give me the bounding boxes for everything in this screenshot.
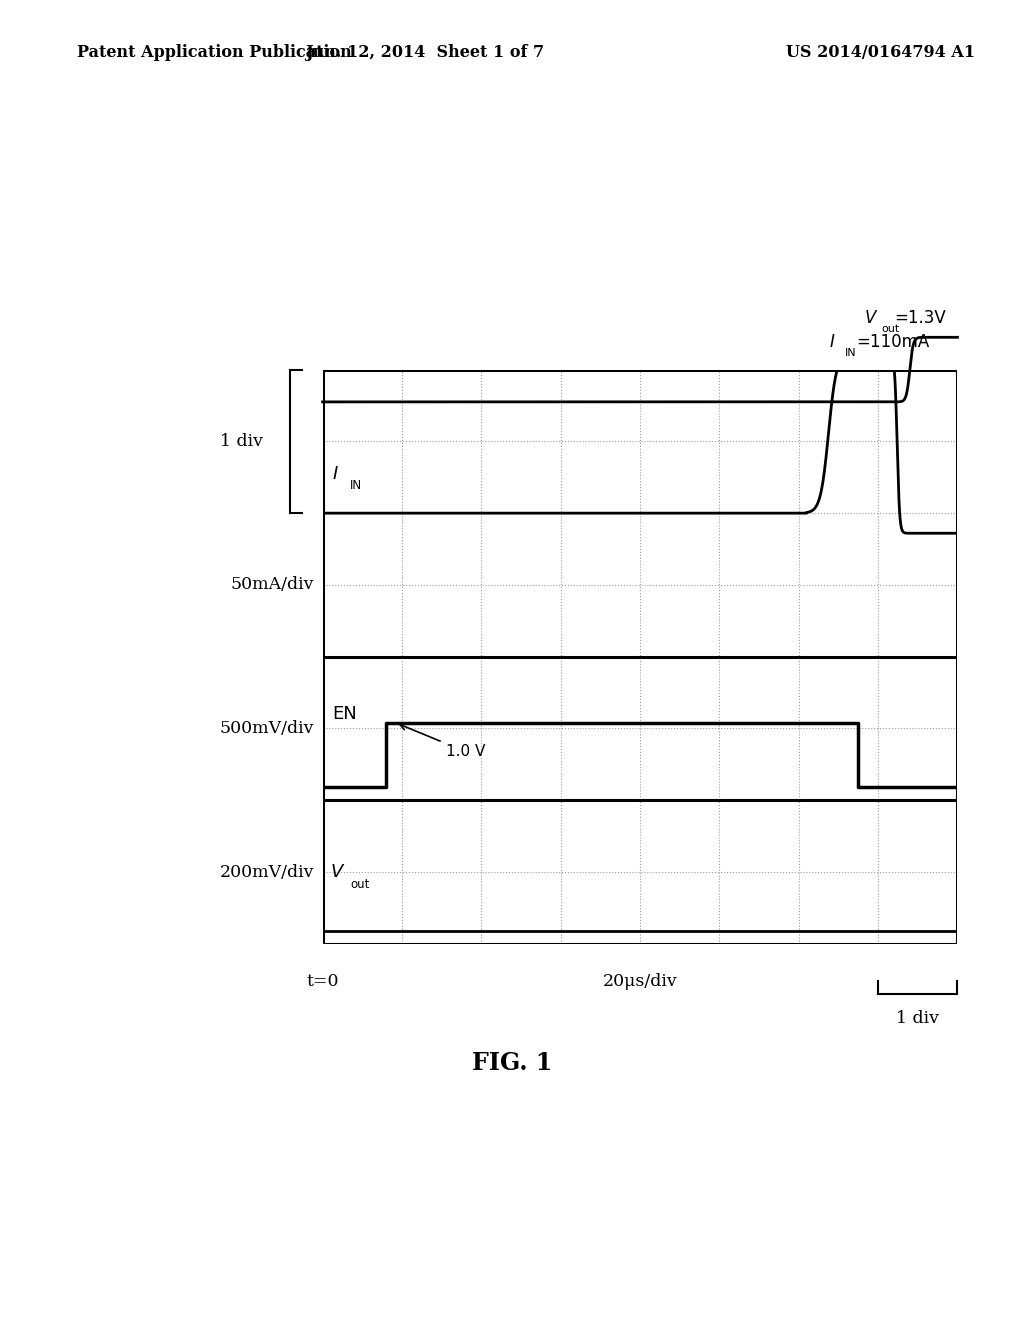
Text: IN: IN [350, 479, 362, 492]
Text: $I$: $I$ [332, 465, 339, 483]
Text: $I$: $I$ [828, 334, 836, 351]
Text: 1.0 V: 1.0 V [399, 723, 485, 759]
Text: =110mA: =110mA [856, 334, 929, 351]
Text: 1 div: 1 div [220, 433, 263, 450]
Text: out: out [350, 878, 370, 891]
Text: IN: IN [845, 348, 856, 358]
Text: Patent Application Publication: Patent Application Publication [77, 45, 351, 61]
Text: 200mV/div: 200mV/div [220, 863, 314, 880]
Text: $V$: $V$ [331, 863, 346, 880]
Text: Jun. 12, 2014  Sheet 1 of 7: Jun. 12, 2014 Sheet 1 of 7 [305, 45, 545, 61]
Text: FIG. 1: FIG. 1 [472, 1051, 552, 1074]
Text: 50mA/div: 50mA/div [230, 577, 314, 594]
Text: 500mV/div: 500mV/div [220, 719, 314, 737]
Text: t=0: t=0 [306, 973, 339, 990]
Text: out: out [882, 323, 899, 334]
Text: 20μs/div: 20μs/div [603, 973, 677, 990]
Text: EN: EN [332, 705, 356, 723]
Text: US 2014/0164794 A1: US 2014/0164794 A1 [786, 45, 975, 61]
Text: 1 div: 1 div [896, 1010, 939, 1027]
Text: =1.3V: =1.3V [895, 309, 946, 327]
Text: $V$: $V$ [864, 309, 879, 327]
